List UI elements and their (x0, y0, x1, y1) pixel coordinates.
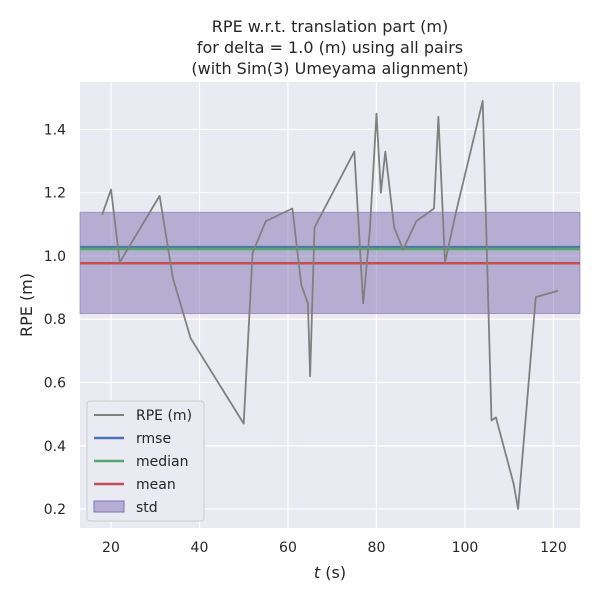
title-line-1: RPE w.r.t. translation part (m) (212, 17, 448, 36)
x-tick-labels: 20 40 60 80 100 120 (102, 540, 567, 556)
y-tick-label: 0.8 (44, 312, 66, 328)
x-tick-label: 20 (102, 540, 120, 556)
y-tick-labels: 0.2 0.4 0.6 0.8 1.0 1.2 1.4 (44, 122, 66, 518)
legend-label-median: median (136, 454, 188, 470)
legend-label-rmse: rmse (136, 431, 171, 447)
y-tick-label: 1.4 (44, 122, 66, 138)
x-axis-variable: t (314, 563, 321, 582)
legend-box (86, 400, 205, 522)
legend: RPE (m) rmse median mean std (86, 400, 205, 522)
x-tick-label: 120 (540, 540, 567, 556)
x-tick-label: 100 (452, 540, 479, 556)
legend-swatch-std (93, 500, 125, 513)
rpe-series-line (101, 100, 559, 510)
y-tick-label: 0.4 (44, 439, 66, 455)
legend-label-rpe: RPE (m) (136, 408, 192, 424)
x-tick-label: 60 (279, 540, 297, 556)
y-tick-label: 0.2 (44, 502, 66, 518)
x-axis-unit: (s) (325, 563, 346, 582)
x-axis-label: t (s) (314, 563, 346, 582)
y-tick-label: 0.6 (44, 375, 66, 391)
series-layer (101, 100, 559, 510)
y-tick-label: 1.2 (44, 186, 66, 202)
legend-label-std: std (136, 500, 158, 516)
x-tick-label: 40 (191, 540, 209, 556)
y-tick-label: 1.0 (44, 249, 66, 265)
title-line-3: (with Sim(3) Umeyama alignment) (191, 59, 468, 78)
chart-title: RPE w.r.t. translation part (m) for delt… (191, 17, 468, 78)
y-axis-label: RPE (m) (17, 273, 36, 337)
stat-lines (80, 245, 580, 265)
x-tick-label: 80 (368, 540, 386, 556)
title-line-2: for delta = 1.0 (m) using all pairs (197, 38, 463, 57)
legend-label-mean: mean (136, 477, 176, 493)
